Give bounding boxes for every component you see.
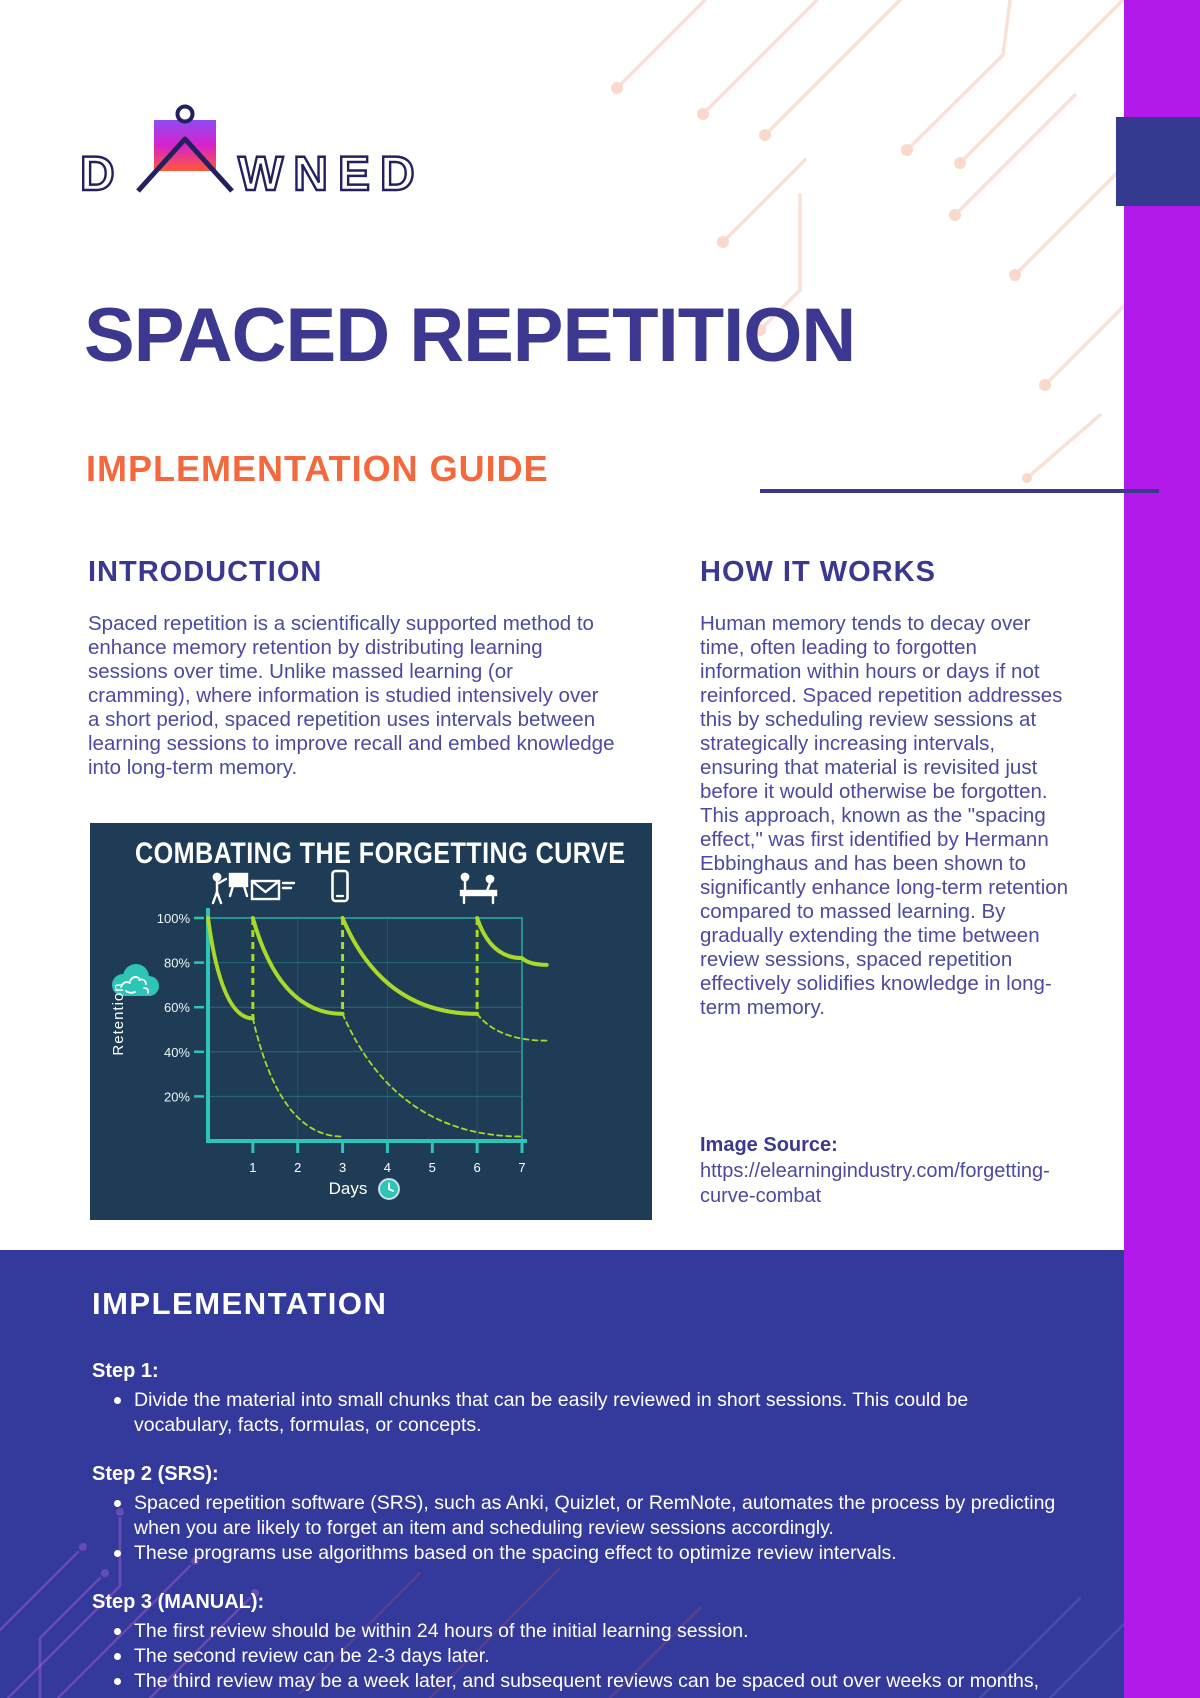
svg-text:7: 7 — [518, 1160, 525, 1175]
logo-mountain-icon — [136, 136, 234, 193]
logo-letters-wned: WNED — [238, 148, 425, 198]
mobile-review-icon — [331, 869, 349, 903]
memory-cloud-icon — [112, 964, 159, 996]
bullet-icon — [114, 1397, 121, 1404]
forgetting-curve-plot: 100% 80% 60% 40% 20% 1 2 3 4 5 6 7 — [157, 908, 549, 1175]
email-reminder-icon — [250, 879, 296, 901]
svg-text:1: 1 — [249, 1160, 256, 1175]
svg-text:100%: 100% — [157, 911, 191, 926]
svg-text:4: 4 — [384, 1160, 391, 1175]
image-source-block: Image Source: https://elearningindustry.… — [700, 1134, 1052, 1209]
image-source-label: Image Source: — [700, 1134, 838, 1156]
chart-title: COMBATING THE FORGETTING CURVE — [134, 837, 626, 870]
how-it-works-heading: HOW IT WORKS — [700, 556, 936, 588]
svg-text:40%: 40% — [164, 1045, 190, 1060]
list-item: The second review can be 2-3 days later. — [114, 1644, 1064, 1669]
introduction-heading: INTRODUCTION — [88, 556, 323, 588]
svg-text:60%: 60% — [164, 1000, 190, 1015]
list-item: The first review should be within 24 hou… — [114, 1619, 1064, 1644]
implementation-step-2: Step 2 (SRS): Spaced repetition software… — [92, 1463, 1064, 1567]
list-item: Divide the material into small chunks th… — [114, 1388, 1064, 1439]
clock-icon — [378, 1178, 401, 1200]
implementation-step-1: Step 1: Divide the material into small c… — [92, 1360, 1064, 1439]
how-it-works-paragraph: Human memory tends to decay over time, o… — [700, 612, 1069, 1019]
bullet-icon — [114, 1499, 121, 1507]
circuit-decoration-top — [611, 0, 1130, 483]
brand-logo: D WNED — [79, 104, 425, 198]
bullet-text: These programs use algorithms based on t… — [134, 1542, 897, 1565]
implementation-section: IMPLEMENTATION Step 1: Divide the materi… — [0, 1250, 1124, 1698]
list-item: These programs use algorithms based on t… — [114, 1541, 1064, 1566]
bullet-icon — [114, 1627, 121, 1635]
svg-text:3: 3 — [339, 1160, 346, 1175]
group-review-icon — [459, 872, 498, 905]
chart-xlabel: Days — [328, 1179, 368, 1198]
logo-sun-icon — [175, 104, 195, 124]
image-source-url: https://elearningindustry.com/forgetting… — [700, 1160, 1050, 1207]
svg-text:5: 5 — [429, 1160, 436, 1175]
forgetting-curve-chart: 100% 80% 60% 40% 20% 1 2 3 4 5 6 7 COMBATING THE FO… — [90, 823, 652, 1220]
introduction-paragraph: Spaced repetition is a scientifically su… — [88, 612, 615, 779]
right-accent-square — [1116, 117, 1200, 206]
svg-text:2: 2 — [294, 1160, 301, 1175]
svg-text:20%: 20% — [164, 1089, 190, 1104]
logo-letter-d: D — [80, 148, 119, 198]
bullet-icon — [114, 1550, 121, 1558]
page-subtitle: IMPLEMENTATION GUIDE — [86, 448, 549, 489]
training-session-icon — [211, 872, 249, 905]
bullet-text: Divide the material into small chunks th… — [134, 1389, 969, 1437]
bullet-text: Spaced repetition software (SRS), such a… — [134, 1491, 1056, 1540]
list-item: The third review may be a week later, an… — [114, 1669, 1064, 1698]
chart-xlabel-row: Days — [265, 1177, 465, 1201]
bullet-icon — [114, 1653, 121, 1661]
implementation-step-3: Step 3 (MANUAL): The first review should… — [92, 1591, 1064, 1698]
svg-text:6: 6 — [474, 1160, 481, 1175]
step-label: Step 3 (MANUAL): — [92, 1590, 265, 1613]
bullet-text: The third review may be a week later, an… — [134, 1670, 1040, 1698]
page-title: SPACED REPETITION — [84, 293, 856, 378]
bullet-text: The first review should be within 24 hou… — [134, 1619, 749, 1642]
step-label: Step 2 (SRS): — [92, 1462, 219, 1485]
bullet-icon — [114, 1678, 121, 1686]
step-label: Step 1: — [92, 1360, 159, 1382]
right-accent-bar — [1124, 0, 1200, 1698]
decorative-rule — [760, 489, 1159, 493]
list-item: Spaced repetition software (SRS), such a… — [114, 1491, 1064, 1542]
svg-text:80%: 80% — [164, 956, 190, 971]
implementation-heading: IMPLEMENTATION — [92, 1286, 388, 1321]
chart-ylabel: Retention — [110, 982, 127, 1056]
bullet-text: The second review can be 2-3 days later. — [134, 1645, 490, 1668]
